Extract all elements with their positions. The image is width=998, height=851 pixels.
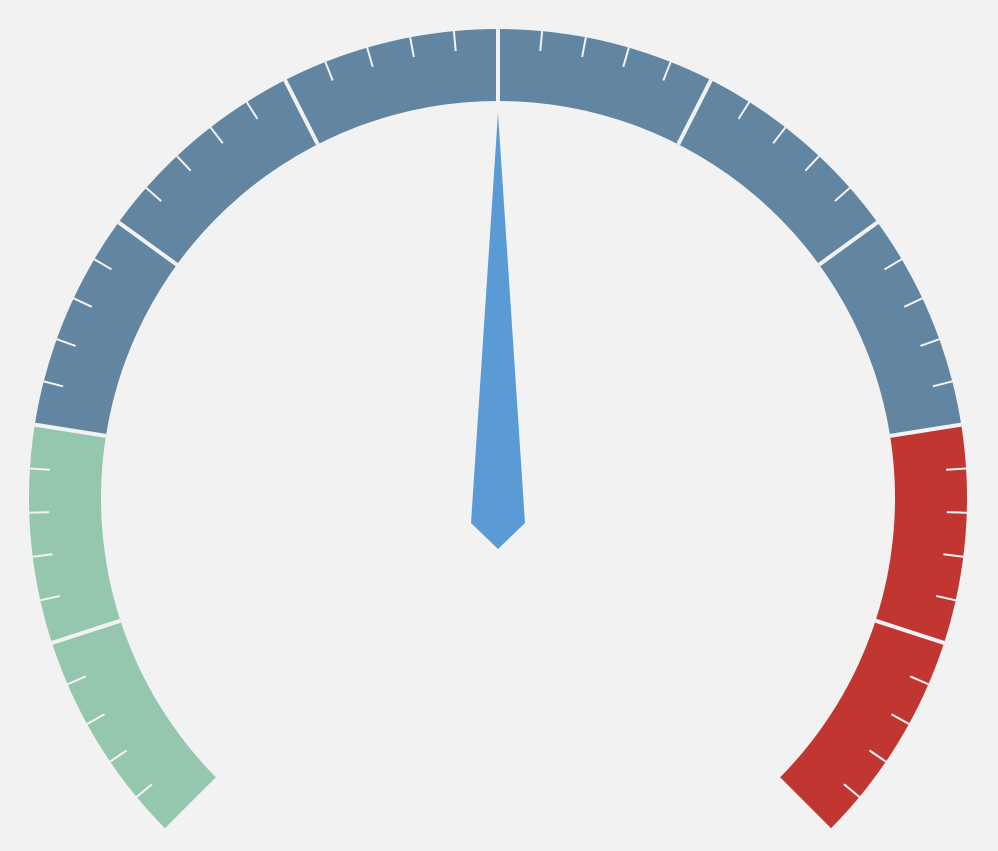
gauge-minor-tick — [67, 675, 87, 686]
gauge-minor-tick — [622, 47, 630, 68]
gauge-minor-tick — [452, 30, 457, 52]
gauge-minor-tick — [145, 187, 162, 202]
gauge-minor-tick — [920, 338, 940, 347]
gauge-minor-tick — [245, 101, 259, 120]
gauge-minor-tick — [176, 155, 192, 172]
gauge-minor-tick — [834, 187, 851, 202]
gauge-minor-tick — [883, 258, 903, 271]
gauge-major-tick — [777, 777, 832, 832]
gauge-minor-tick — [409, 37, 415, 58]
gauge-major-tick — [51, 618, 122, 645]
gauge-minor-tick — [946, 511, 967, 514]
gauge-minor-tick — [29, 511, 50, 514]
gauge-band-2 — [778, 424, 968, 830]
gauge-major-tick — [676, 79, 713, 146]
gauge-minor-tick — [109, 749, 128, 763]
gauge-minor-tick — [93, 258, 113, 271]
gauge-minor-tick — [135, 783, 153, 798]
gauge-minor-tick — [843, 783, 861, 798]
gauge-major-tick — [34, 422, 107, 438]
gauge-major-tick — [889, 422, 962, 438]
gauge-minor-tick — [868, 749, 887, 763]
gauge-minor-tick — [32, 553, 53, 558]
gauge-minor-tick — [40, 594, 61, 602]
gauge-minor-tick — [581, 37, 587, 58]
gauge-minor-tick — [56, 338, 76, 347]
gauge-major-tick — [283, 79, 320, 146]
gauge-minor-tick — [935, 594, 956, 602]
gauge-minor-tick — [943, 553, 964, 558]
gauge-minor-tick — [890, 713, 910, 725]
gauge-major-tick — [874, 618, 945, 645]
gauge-ticks — [29, 29, 967, 832]
gauge-minor-tick — [932, 380, 953, 388]
gauge-bands — [29, 28, 968, 830]
gauge-major-tick — [818, 220, 879, 267]
gauge-major-tick — [117, 220, 178, 267]
gauge-minor-tick — [946, 467, 967, 471]
gauge-minor-tick — [43, 380, 64, 388]
gauge-minor-tick — [804, 155, 820, 172]
gauge-minor-tick — [366, 47, 374, 68]
gauge-minor-tick — [772, 126, 787, 144]
gauge-needle-group — [471, 113, 525, 549]
gauge-minor-tick — [324, 61, 334, 81]
gauge-major-tick — [164, 777, 219, 832]
gauge-minor-tick — [539, 30, 544, 52]
gauge-minor-tick — [86, 713, 106, 725]
gauge-minor-tick — [903, 297, 923, 308]
gauge-band-1 — [34, 28, 962, 436]
gauge-minor-tick — [909, 675, 929, 686]
gauge-minor-tick — [29, 467, 50, 471]
gauge-minor-tick — [73, 297, 93, 308]
gauge-minor-tick — [209, 126, 224, 144]
gauge-minor-tick — [662, 61, 672, 81]
gauge-needle — [471, 113, 525, 549]
gauge-minor-tick — [737, 101, 751, 120]
gauge-band-0 — [29, 424, 218, 830]
